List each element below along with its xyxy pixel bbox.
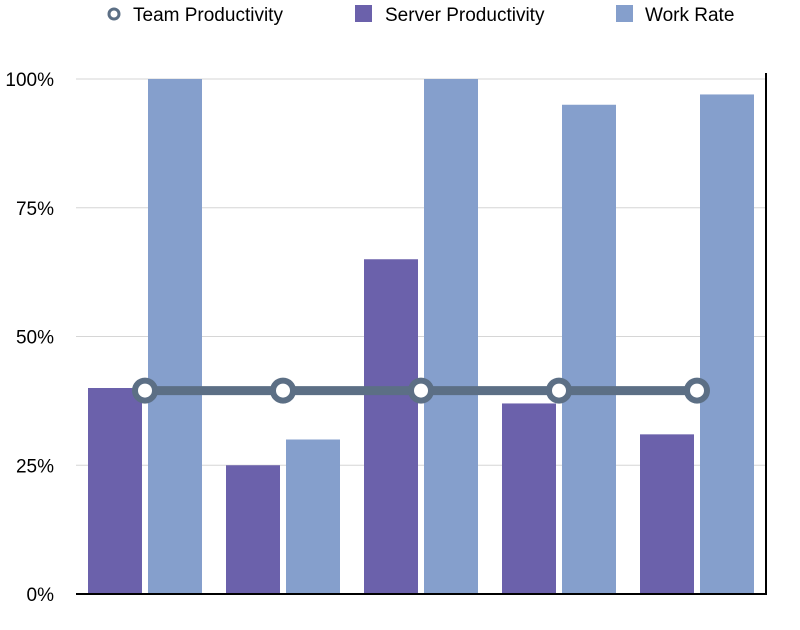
bars (88, 79, 754, 594)
y-tick-label: 100% (5, 70, 54, 91)
team-productivity-point[interactable] (408, 377, 434, 404)
legend-label-server-productivity: Server Productivity (385, 5, 545, 26)
legend-item-team-productivity[interactable]: Team Productivity (107, 5, 283, 26)
y-tick-label: 50% (16, 328, 54, 349)
team-productivity-point[interactable] (132, 377, 158, 404)
bar-work-rate[interactable] (424, 79, 478, 594)
y-axis-tick-labels: 0% 25% 50% 75% 100% (5, 70, 54, 606)
square-swatch-icon (616, 5, 633, 22)
bar-work-rate[interactable] (562, 104, 616, 594)
team-productivity-point[interactable] (684, 377, 710, 404)
y-tick-label: 25% (16, 456, 54, 477)
team-productivity-point[interactable] (546, 377, 572, 404)
bar-server-productivity[interactable] (502, 403, 556, 594)
circle-marker-icon (107, 7, 121, 21)
legend-item-work-rate[interactable]: Work Rate (616, 5, 734, 26)
team-productivity-series (132, 377, 710, 404)
bar-work-rate[interactable] (286, 439, 340, 595)
bar-server-productivity[interactable] (640, 434, 694, 594)
bar-work-rate[interactable] (148, 79, 202, 594)
legend-label-team-productivity: Team Productivity (133, 5, 283, 26)
bar-server-productivity[interactable] (88, 388, 142, 594)
legend-item-server-productivity[interactable]: Server Productivity (355, 5, 545, 26)
square-swatch-icon (355, 5, 372, 22)
legend: Team Productivity Server Productivity Wo… (107, 5, 734, 26)
team-productivity-point[interactable] (270, 377, 296, 404)
legend-label-work-rate: Work Rate (645, 5, 734, 26)
bar-server-productivity[interactable] (364, 259, 418, 594)
y-tick-label: 75% (16, 199, 54, 220)
y-tick-label: 0% (27, 585, 55, 606)
bar-work-rate[interactable] (700, 94, 754, 594)
bar-server-productivity[interactable] (226, 465, 280, 594)
axes (76, 73, 767, 595)
